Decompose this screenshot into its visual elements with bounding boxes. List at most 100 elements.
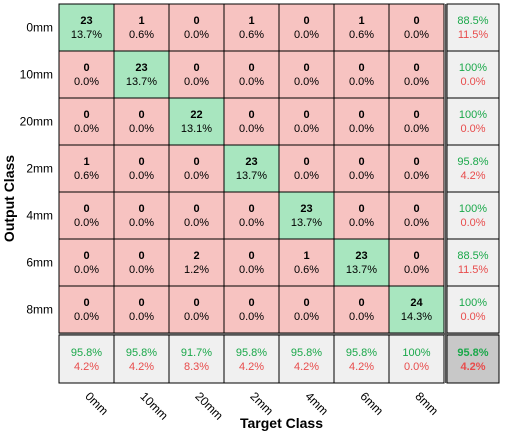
cell-count: 0 [303, 156, 309, 168]
matrix-cell [223, 3, 280, 52]
matrix-cell [58, 3, 115, 52]
matrix-cell [58, 285, 115, 334]
cell-count: 23 [245, 156, 257, 168]
row-summary-cell [446, 144, 500, 193]
cell-percent: 0.6% [74, 170, 99, 182]
y-tick-label: 20mm [20, 115, 53, 129]
matrix-cell [333, 285, 390, 334]
overall-accuracy: 95.8% [457, 347, 488, 359]
matrix-cell [113, 238, 170, 287]
x-tick-label: 6mm [357, 389, 386, 418]
cell-count: 0 [83, 250, 89, 262]
matrix-cell [388, 50, 445, 99]
matrix-cell [168, 3, 225, 52]
y-axis-label: Output Class [1, 155, 17, 242]
cell-count: 2 [193, 250, 199, 262]
cell-count: 24 [410, 297, 423, 309]
col-summary-error: 8.3% [184, 361, 209, 373]
matrix-cell [333, 144, 390, 193]
cell-count: 0 [193, 156, 199, 168]
cell-percent: 13.1% [181, 123, 212, 135]
col-summary-correct: 95.8% [236, 347, 267, 359]
matrix-cell [388, 238, 445, 287]
cell-percent: 0.0% [129, 264, 154, 276]
cell-percent: 0.0% [74, 76, 99, 88]
cell-count: 0 [358, 156, 364, 168]
cell-count: 0 [248, 203, 254, 215]
y-tick-label: 2mm [26, 162, 53, 176]
cell-percent: 0.0% [294, 76, 319, 88]
matrix-cell [58, 191, 115, 240]
cell-count: 0 [248, 109, 254, 121]
cell-percent: 0.6% [239, 29, 264, 41]
cell-percent: 0.0% [294, 29, 319, 41]
cell-percent: 0.0% [239, 311, 264, 323]
cell-percent: 0.0% [74, 217, 99, 229]
cell-percent: 0.0% [184, 76, 209, 88]
row-summary-cell [446, 285, 500, 334]
cell-count: 0 [83, 62, 89, 74]
cell-count: 0 [303, 297, 309, 309]
col-summary-error: 4.2% [129, 361, 154, 373]
cell-percent: 0.0% [404, 29, 429, 41]
cell-percent: 0.0% [404, 264, 429, 276]
row-summary-correct: 100% [459, 109, 487, 121]
matrix-cells: 23 13.7% 1 0.6% 0 0.0% 1 0.6% 0 0.0% 1 0.6% 0 0.0% 88.… [58, 3, 500, 384]
col-summary-cell [58, 334, 115, 384]
cell-count: 0 [138, 297, 144, 309]
cell-count: 0 [248, 62, 254, 74]
matrix-cell [168, 191, 225, 240]
cell-count: 1 [83, 156, 89, 168]
cell-count: 0 [193, 203, 199, 215]
matrix-cell [278, 97, 335, 146]
cell-percent: 13.7% [236, 170, 267, 182]
cell-count: 0 [83, 109, 89, 121]
matrix-cell [278, 191, 335, 240]
row-summary-error: 4.2% [460, 170, 485, 182]
col-summary-cell [388, 334, 445, 384]
matrix-cell [388, 285, 445, 334]
cell-count: 22 [190, 109, 202, 121]
cell-percent: 0.0% [404, 76, 429, 88]
cell-percent: 0.0% [239, 123, 264, 135]
cell-count: 0 [138, 203, 144, 215]
matrix-cell [168, 238, 225, 287]
matrix-cell [113, 191, 170, 240]
cell-count: 0 [413, 250, 419, 262]
matrix-cell [168, 144, 225, 193]
row-summary-cell [446, 50, 500, 99]
cell-count: 0 [358, 203, 364, 215]
cell-percent: 0.0% [129, 311, 154, 323]
col-summary-cell [333, 334, 390, 384]
cell-count: 0 [358, 62, 364, 74]
matrix-cell [168, 285, 225, 334]
matrix-cell [168, 97, 225, 146]
col-summary-cell [278, 334, 335, 384]
matrix-cell [388, 3, 445, 52]
cell-percent: 1.2% [184, 264, 209, 276]
row-summary-cell [446, 238, 500, 287]
cell-count: 1 [303, 250, 309, 262]
row-summary-cell [446, 97, 500, 146]
cell-count: 0 [138, 109, 144, 121]
matrix-cell [223, 97, 280, 146]
matrix-cell [58, 238, 115, 287]
row-summary-cell [446, 191, 500, 240]
cell-percent: 0.0% [74, 123, 99, 135]
cell-percent: 0.0% [404, 170, 429, 182]
overall-summary-cell [446, 334, 500, 384]
row-summary-correct: 88.5% [457, 250, 488, 262]
matrix-cell [58, 97, 115, 146]
cell-percent: 0.0% [349, 217, 374, 229]
cell-count: 0 [303, 109, 309, 121]
x-tick-label: 10mm [137, 389, 170, 422]
cell-percent: 0.0% [184, 29, 209, 41]
cell-count: 0 [303, 62, 309, 74]
matrix-cell [223, 238, 280, 287]
cell-count: 0 [358, 297, 364, 309]
cell-percent: 0.0% [349, 311, 374, 323]
cell-percent: 0.0% [74, 311, 99, 323]
col-summary-correct: 95.8% [71, 347, 102, 359]
matrix-cell [223, 285, 280, 334]
matrix-cell [388, 144, 445, 193]
